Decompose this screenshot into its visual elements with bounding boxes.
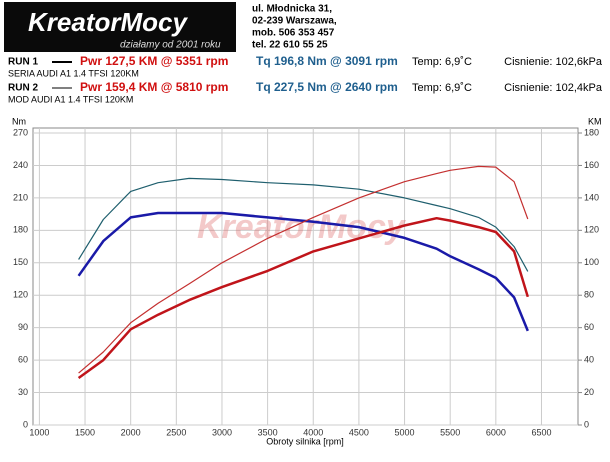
run-pressure: Cisnienie: 102,4kPa (504, 82, 603, 94)
series-line (77, 216, 529, 380)
y-tick-label: 90 (18, 322, 28, 332)
x-tick-label: 6500 (531, 427, 551, 437)
y2-tick-label: 180 (584, 127, 599, 137)
x-tick-label: 5500 (440, 427, 460, 437)
logo: KreatorMocy (28, 7, 188, 37)
x-tick-label: 1500 (75, 427, 95, 437)
run-label: RUN 2 (8, 83, 38, 94)
run-power: Pwr 127,5 KM @ 5351 rpm (80, 54, 228, 68)
y-tick-label: 210 (13, 192, 28, 202)
y-tick-label: 270 (13, 127, 28, 137)
runs: RUN 1 Pwr 127,5 KM @ 5351 rpm Tq 196,8 Nm … (8, 54, 603, 104)
y2-tick-label: 0 (584, 419, 589, 429)
run-torque: Tq 196,8 Nm @ 3091 rpm (256, 54, 398, 68)
address-line: 02-239 Warszawa, (252, 16, 337, 27)
address-line: mob. 506 353 457 (252, 28, 335, 39)
x-axis-label: Obroty silnika [rpm] (266, 436, 344, 446)
x-tick-label: 2000 (121, 427, 141, 437)
tagline: działamy od 2001 roku (120, 40, 221, 51)
address: ul. Młodnicka 31,02-239 Warszawa,mob. 50… (252, 4, 337, 51)
y-axis-label: Nm (12, 116, 26, 126)
y2-tick-label: 80 (584, 290, 594, 300)
x-tick-label: 3500 (258, 427, 278, 437)
series-line (78, 165, 529, 374)
y2-tick-label: 40 (584, 354, 594, 364)
run-label: RUN 1 (8, 57, 38, 68)
run-car: MOD AUDI A1 1.4 TFSI 120KM (8, 94, 133, 104)
run-power: Pwr 159,4 KM @ 5810 rpm (80, 80, 228, 94)
y-tick-label: 150 (13, 257, 28, 267)
run-car: SERIA AUDI A1 1.4 TFSI 120KM (8, 68, 139, 78)
x-tick-label: 1000 (29, 427, 49, 437)
y-tick-label: 180 (13, 225, 28, 235)
run-pressure: Cisnienie: 102,6kPa (504, 56, 603, 68)
x-tick-label: 3000 (212, 427, 232, 437)
series-line (77, 211, 529, 332)
y-tick-label: 120 (13, 290, 28, 300)
y-tick-label: 0 (23, 419, 28, 429)
y-tick-label: 60 (18, 354, 28, 364)
y2-tick-label: 160 (584, 160, 599, 170)
y-tick-label: 30 (18, 387, 28, 397)
x-tick-label: 5000 (395, 427, 415, 437)
run-temp: Temp: 6,9˚C (412, 56, 472, 68)
lines (77, 165, 529, 380)
logo-box (4, 2, 236, 52)
y2-tick-label: 140 (584, 192, 599, 202)
series-line (78, 177, 529, 272)
x-tick-label: 4000 (303, 427, 323, 437)
y2-axis-label: KM (588, 116, 602, 126)
run-torque: Tq 227,5 Nm @ 2640 rpm (256, 80, 398, 94)
y-tick-label: 240 (13, 160, 28, 170)
address-line: tel. 22 610 55 25 (252, 40, 328, 51)
x-tick-label: 4500 (349, 427, 369, 437)
y2-tick-label: 100 (584, 257, 599, 267)
y2-tick-label: 120 (584, 225, 599, 235)
address-line: ul. Młodnicka 31, (252, 4, 332, 15)
y2-tick-label: 60 (584, 322, 594, 332)
plot-area (32, 127, 579, 426)
y2-tick-label: 20 (584, 387, 594, 397)
x-tick-label: 2500 (166, 427, 186, 437)
run-temp: Temp: 6,9˚C (412, 82, 472, 94)
x-tick-label: 6000 (486, 427, 506, 437)
grid: 0 30 60 90 120 150 180 210 240 270 0 20 40 60 80 100 120… (13, 127, 599, 437)
